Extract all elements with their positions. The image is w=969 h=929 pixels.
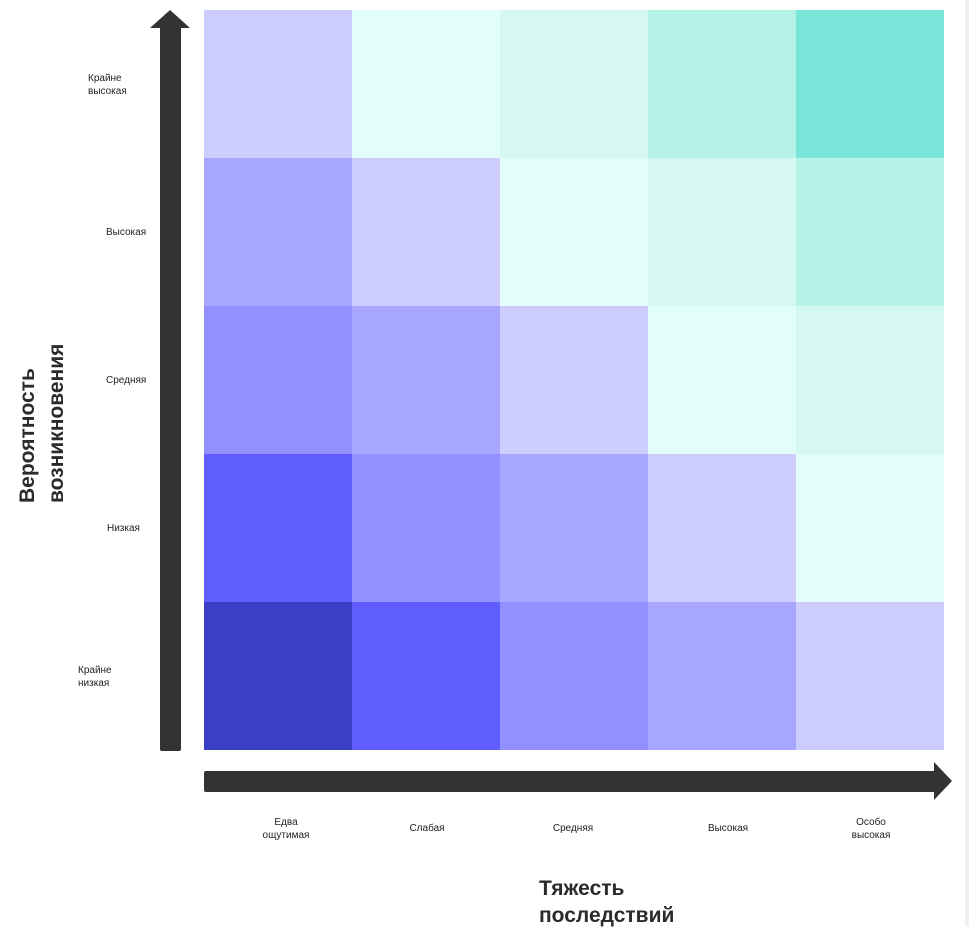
heatmap-cell [796, 10, 944, 158]
y-tick-label: Крайне высокая [88, 72, 127, 98]
heatmap-cell [648, 158, 796, 306]
heatmap-cell [204, 602, 352, 750]
heatmap-cell [204, 10, 352, 158]
heatmap-cell [352, 306, 500, 454]
y-tick-label: Крайне низкая [78, 664, 112, 690]
y-axis-title-line: возникновения [45, 343, 68, 503]
x-axis-title-line: последствий [539, 904, 675, 927]
x-axis-title: Тяжесть последствий [539, 875, 674, 929]
x-tick-label-line: Высокая [707, 823, 749, 834]
y-tick-label-line: Высокая [106, 227, 147, 238]
heatmap-cells [204, 10, 944, 750]
y-tick-label: Средняя [106, 374, 146, 387]
y-tick-label-line: Низкая [107, 523, 140, 534]
y-tick-label-line: Средняя [106, 375, 147, 386]
x-axis-line [204, 771, 938, 792]
x-tick-label-line: высокая [851, 830, 891, 841]
x-tick-label: Особо высокая [816, 816, 926, 842]
heatmap-cell [500, 602, 648, 750]
heatmap-cell [500, 10, 648, 158]
x-axis-arrowhead [934, 762, 952, 800]
heatmap-cell [648, 454, 796, 602]
heatmap-cell [204, 454, 352, 602]
y-tick-label-line: низкая [78, 678, 110, 689]
heatmap-cell [204, 158, 352, 306]
x-tick-label: Высокая [673, 822, 783, 835]
heatmap-cell [648, 306, 796, 454]
heatmap-cell [500, 454, 648, 602]
y-tick-label-line: Крайне [88, 73, 122, 84]
scrollbar-track[interactable] [965, 0, 969, 927]
heatmap-cell [352, 158, 500, 306]
y-tick-label: Низкая [107, 522, 140, 535]
heatmap-cell [352, 454, 500, 602]
heatmap-cell [204, 306, 352, 454]
x-tick-label: Слабая [372, 822, 482, 835]
x-tick-label: Едва ощутимая [231, 816, 341, 842]
x-tick-label: Средняя [518, 822, 628, 835]
heatmap-cell [796, 158, 944, 306]
y-tick-label-line: Крайне [78, 665, 112, 676]
heatmap-cell [500, 306, 648, 454]
axes [150, 10, 952, 800]
y-axis-title-line: Вероятность [16, 368, 39, 503]
x-tick-label-line: ощутимая [262, 830, 310, 841]
heatmap-cell [796, 306, 944, 454]
y-tick-label: Высокая [106, 226, 146, 239]
x-tick-label-line: Слабая [409, 823, 445, 834]
y-axis-arrowhead [150, 10, 190, 28]
heatmap-cell [648, 602, 796, 750]
x-tick-label-line: Особо [856, 817, 886, 828]
y-axis-title: Вероятность возникновения [13, 203, 71, 503]
heatmap-cell [648, 10, 796, 158]
x-axis-title-line: Тяжесть [539, 877, 625, 900]
x-tick-label-line: Едва [274, 817, 298, 828]
x-tick-label-line: Средняя [552, 823, 594, 834]
heatmap-cell [796, 602, 944, 750]
heatmap-cell [352, 602, 500, 750]
heatmap-cell [500, 158, 648, 306]
heatmap-cell [796, 454, 944, 602]
y-tick-label-line: высокая [88, 86, 127, 97]
heatmap-cell [352, 10, 500, 158]
y-axis-line [160, 26, 181, 751]
